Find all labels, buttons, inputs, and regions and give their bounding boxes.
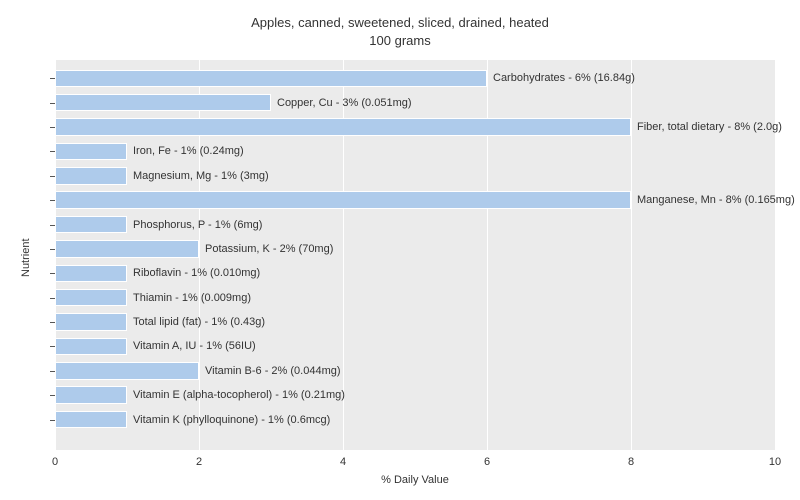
x-axis-title: % Daily Value (55, 474, 775, 486)
bar-label: Vitamin A, IU - 1% (56IU) (133, 338, 256, 356)
bar (55, 191, 631, 209)
bar-row: Manganese, Mn - 8% (0.165mg) (55, 191, 775, 209)
bar-row: Phosphorus, P - 1% (6mg) (55, 216, 775, 234)
bar-label: Potassium, K - 2% (70mg) (205, 240, 333, 258)
bar-row: Fiber, total dietary - 8% (2.0g) (55, 118, 775, 136)
y-tick (50, 225, 55, 226)
bar-row: Carbohydrates - 6% (16.84g) (55, 70, 775, 88)
bar (55, 167, 127, 185)
bar-label: Iron, Fe - 1% (0.24mg) (133, 143, 244, 161)
y-tick (50, 273, 55, 274)
y-tick (50, 127, 55, 128)
y-tick (50, 322, 55, 323)
bar (55, 118, 631, 136)
y-tick (50, 151, 55, 152)
y-tick (50, 346, 55, 347)
y-tick (50, 395, 55, 396)
bar-row: Total lipid (fat) - 1% (0.43g) (55, 313, 775, 331)
bar-label: Total lipid (fat) - 1% (0.43g) (133, 313, 265, 331)
bar-label: Carbohydrates - 6% (16.84g) (493, 70, 635, 88)
bar (55, 70, 487, 88)
bar-row: Potassium, K - 2% (70mg) (55, 240, 775, 258)
bar-row: Riboflavin - 1% (0.010mg) (55, 265, 775, 283)
bar-label: Riboflavin - 1% (0.010mg) (133, 265, 260, 283)
bar (55, 386, 127, 404)
y-tick (50, 249, 55, 250)
y-tick (50, 103, 55, 104)
bar (55, 94, 271, 112)
bar-row: Copper, Cu - 3% (0.051mg) (55, 94, 775, 112)
bar-row: Magnesium, Mg - 1% (3mg) (55, 167, 775, 185)
chart-title-line2: 100 grams (369, 33, 430, 48)
y-tick (50, 200, 55, 201)
x-tick-label: 4 (340, 456, 346, 468)
x-tick-label: 6 (484, 456, 490, 468)
chart-title-line1: Apples, canned, sweetened, sliced, drain… (251, 15, 549, 30)
bar-row: Vitamin B-6 - 2% (0.044mg) (55, 362, 775, 380)
nutrient-chart: Apples, canned, sweetened, sliced, drain… (0, 0, 800, 500)
bar-label: Magnesium, Mg - 1% (3mg) (133, 167, 269, 185)
chart-title: Apples, canned, sweetened, sliced, drain… (0, 14, 800, 49)
bar-label: Vitamin E (alpha-tocopherol) - 1% (0.21m… (133, 386, 345, 404)
bar-label: Vitamin K (phylloquinone) - 1% (0.6mcg) (133, 411, 330, 429)
bar (55, 143, 127, 161)
bar (55, 265, 127, 283)
bar-row: Vitamin K (phylloquinone) - 1% (0.6mcg) (55, 411, 775, 429)
bar-row: Vitamin E (alpha-tocopherol) - 1% (0.21m… (55, 386, 775, 404)
bar-label: Vitamin B-6 - 2% (0.044mg) (205, 362, 341, 380)
bar-row: Vitamin A, IU - 1% (56IU) (55, 338, 775, 356)
bar-label: Copper, Cu - 3% (0.051mg) (277, 94, 412, 112)
x-tick-label: 2 (196, 456, 202, 468)
y-tick (50, 420, 55, 421)
y-tick (50, 78, 55, 79)
bar (55, 289, 127, 307)
bar (55, 240, 199, 258)
plot-area: Carbohydrates - 6% (16.84g) Copper, Cu - … (55, 60, 775, 450)
bar-label: Fiber, total dietary - 8% (2.0g) (637, 118, 782, 136)
x-tick-label: 0 (52, 456, 58, 468)
bar-label: Thiamin - 1% (0.009mg) (133, 289, 251, 307)
bar-label: Phosphorus, P - 1% (6mg) (133, 216, 262, 234)
y-tick (50, 298, 55, 299)
bar-row: Thiamin - 1% (0.009mg) (55, 289, 775, 307)
bar-row: Iron, Fe - 1% (0.24mg) (55, 143, 775, 161)
y-axis-title: Nutrient (20, 238, 32, 277)
y-tick (50, 371, 55, 372)
bar (55, 313, 127, 331)
x-tick-label: 8 (628, 456, 634, 468)
x-tick-label: 10 (769, 456, 781, 468)
y-tick (50, 176, 55, 177)
bar (55, 362, 199, 380)
bar-label: Manganese, Mn - 8% (0.165mg) (637, 191, 795, 209)
bar (55, 411, 127, 429)
bar (55, 338, 127, 356)
bar (55, 216, 127, 234)
